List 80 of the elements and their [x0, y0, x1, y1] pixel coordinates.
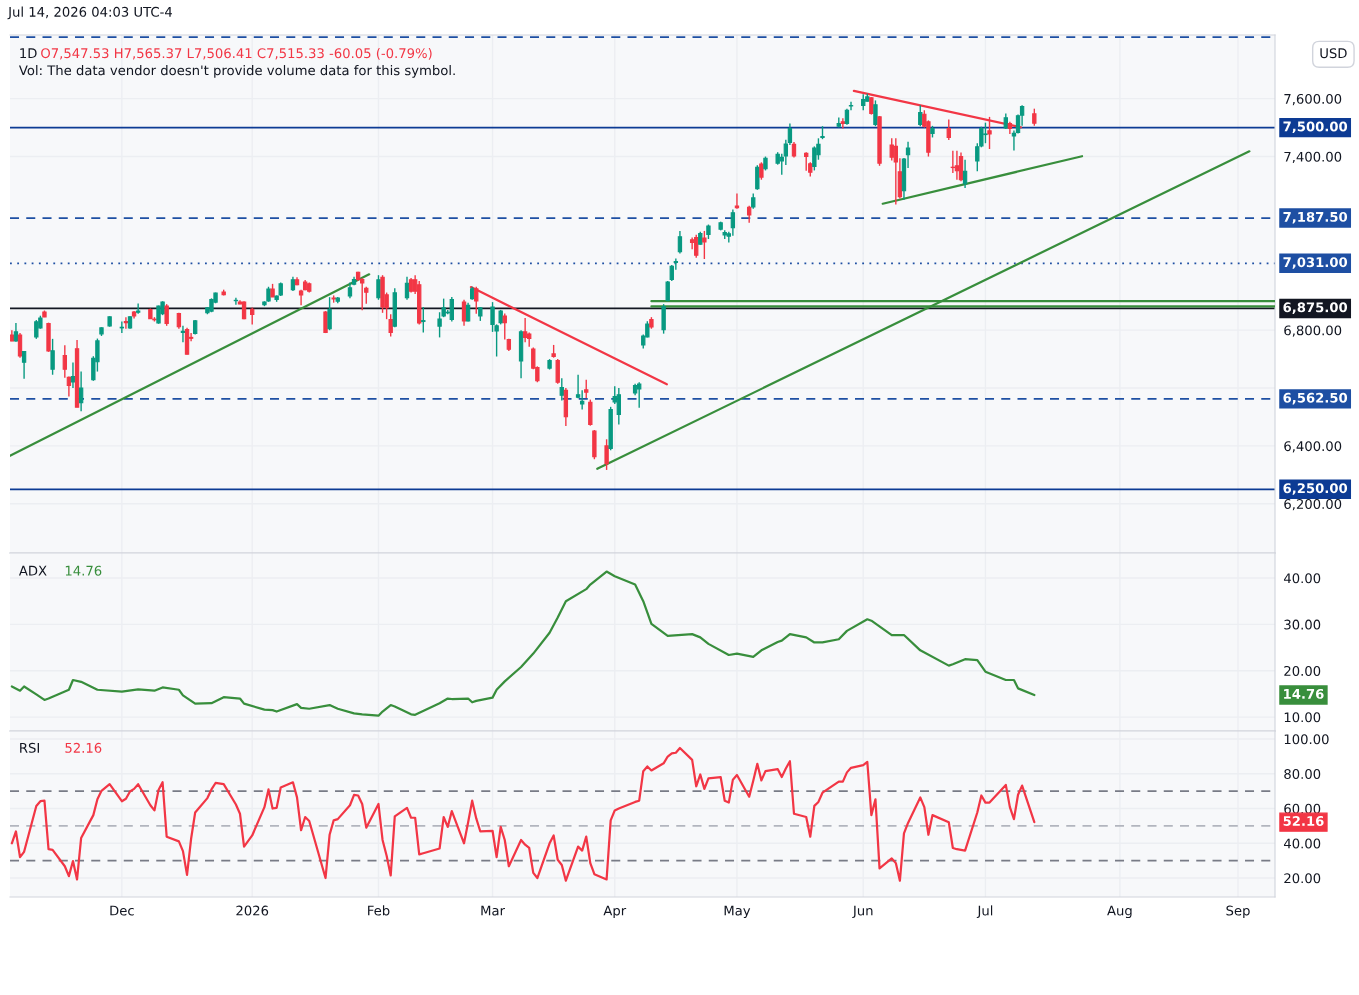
candlestick [70, 361, 76, 389]
ref-line-label: 7,500.00 [1283, 121, 1348, 134]
x-tick-label: Jul [976, 905, 993, 918]
candlestick [21, 350, 27, 380]
y-tick-label: 30.00 [1284, 619, 1321, 630]
text: Jul 14, 2026 04:03 UTC-4 [7, 6, 173, 20]
candlestick [677, 230, 683, 255]
y-tick-label: 20.00 [1284, 665, 1321, 676]
candlestick [588, 398, 593, 427]
candlestick [702, 230, 707, 260]
annotation: 14.76 [65, 565, 102, 576]
text: 14.76 [1284, 688, 1324, 699]
text: 52.16 [1283, 816, 1324, 826]
candlestick [559, 377, 564, 402]
candlestick [584, 378, 589, 399]
candlestick [50, 338, 55, 376]
candlestick [119, 320, 125, 334]
x-tick-label: Dec [110, 905, 134, 916]
y-tick-label: 7,400.00 [1284, 151, 1342, 164]
y-tick-label: 60.00 [1284, 803, 1321, 814]
candlestick [755, 164, 760, 191]
ref-line-label: 7,031.00 [1283, 257, 1348, 269]
candlestick [604, 438, 609, 471]
y-tick-label: 6,200.00 [1284, 499, 1342, 511]
ref-line-label: 6,562.50 [1283, 392, 1348, 405]
ref-line-label: 7,187.50 [1283, 211, 1348, 224]
candlestick [17, 332, 23, 359]
candlestick [661, 303, 666, 335]
candlestick [164, 303, 169, 327]
candlestick [327, 296, 332, 331]
ref-line-label: 6,875.00 [1283, 302, 1348, 314]
ref-line-label: 6,250.00 [1283, 483, 1348, 495]
candlestick [555, 358, 560, 385]
candlestick [734, 192, 740, 210]
candlestick [78, 370, 84, 412]
y-tick-label: 80.00 [1284, 768, 1321, 779]
text: ADX [18, 565, 47, 576]
text: USD [1320, 48, 1347, 59]
y-tick-label: 6,400.00 [1284, 441, 1342, 453]
candlestick [848, 101, 854, 111]
candlestick [962, 159, 968, 189]
candlestick [421, 306, 426, 334]
candlestick [946, 118, 951, 141]
candlestick [388, 313, 393, 338]
candlestick [461, 299, 467, 327]
text: RSI [20, 742, 39, 753]
candlestick [465, 301, 471, 323]
y-tick-label: 20.00 [1284, 873, 1321, 884]
y-tick-label: 100.00 [1284, 734, 1329, 745]
x-tick-label: May [724, 905, 751, 919]
y-tick-label: 10.00 [1284, 712, 1321, 723]
x-tick-label: Feb [368, 905, 390, 916]
annotation: 52.16 [65, 742, 102, 753]
x-tick-label: Jun [852, 905, 873, 918]
candlestick [954, 150, 960, 181]
y-tick-label: 6,800.00 [1284, 325, 1342, 337]
candlestick [730, 208, 736, 237]
x-tick-label: Sep [1226, 905, 1250, 919]
candlestick [983, 121, 988, 144]
x-tick-label: Aug [1107, 905, 1132, 919]
candlestick [873, 99, 878, 127]
x-tick-label: Mar [481, 905, 505, 916]
text: O7,547.53 H7,565.37 L7,506.41 C7,515.33 -60.05 (-0.79%) [41, 47, 432, 60]
y-tick-label: 7,600.00 [1284, 93, 1342, 106]
candlestick [918, 104, 923, 127]
x-tick-label: Apr [603, 905, 627, 919]
y-tick-label: 40.00 [1283, 838, 1321, 849]
candlestick [135, 302, 141, 315]
candlestick [958, 151, 964, 182]
y-tick-label: 40.00 [1283, 573, 1321, 584]
candlestick [437, 311, 442, 339]
candlestick [579, 389, 585, 411]
candlestick [376, 274, 381, 301]
candlestick [34, 319, 39, 340]
candlestick [637, 381, 642, 409]
candlestick [522, 317, 528, 344]
annotation: Vol: The data vendor doesn't provide volume data for this symbol. [18, 65, 455, 78]
text: 1D [20, 48, 37, 58]
candlestick [502, 312, 507, 341]
x-tick-label: 2026 [236, 905, 269, 916]
